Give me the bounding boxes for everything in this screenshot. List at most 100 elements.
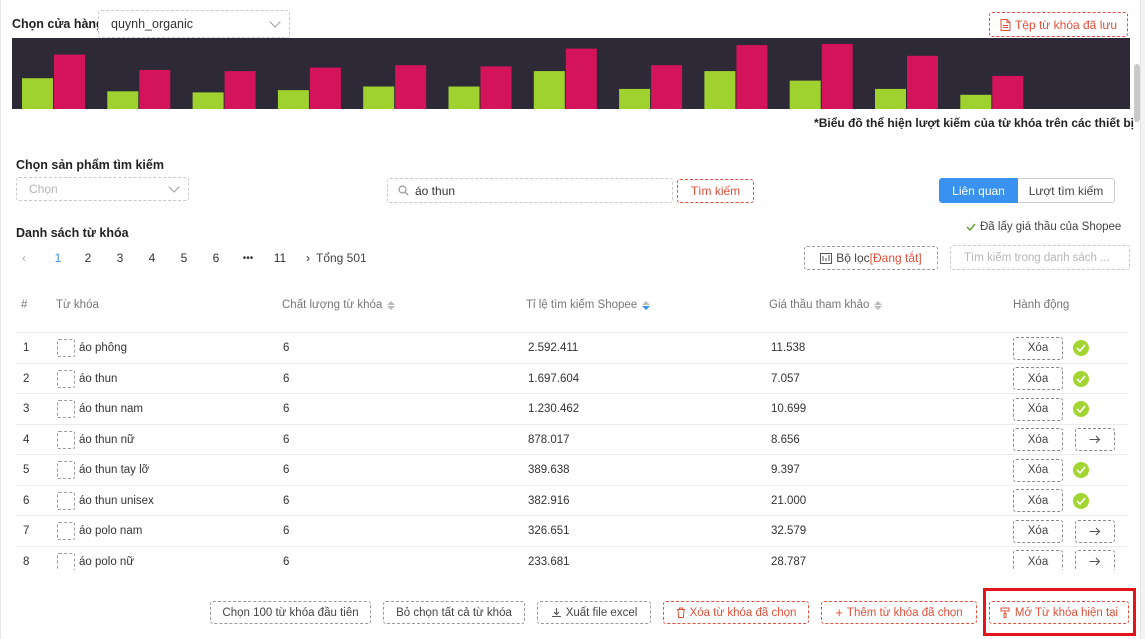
chart-bar-b-12 bbox=[992, 75, 1024, 109]
col-index-header: # bbox=[21, 299, 28, 311]
row-quality: 6 bbox=[283, 464, 290, 476]
add-selected-label: Thêm từ khóa đã chọn bbox=[846, 606, 963, 619]
delete-button[interactable]: Xóa bbox=[1013, 367, 1063, 390]
delete-button[interactable]: Xóa bbox=[1013, 397, 1063, 421]
select-first-100-button[interactable]: Chọn 100 từ khóa đầu tiên bbox=[210, 601, 371, 624]
table-row: 6 áo thun unisex 6 382.916 21.000 Xóa bbox=[16, 484, 1128, 516]
row-keyword-text: áo polo nữ bbox=[79, 555, 135, 568]
row-bid: 8.656 bbox=[771, 433, 800, 446]
mode-toggle: Liên quan Lượt tìm kiếm bbox=[939, 178, 1115, 203]
saved-keywords-button[interactable]: Tệp từ khóa đã lưu bbox=[989, 12, 1128, 37]
col-ratio-label: Tỉ lệ tìm kiếm Shopee bbox=[526, 299, 638, 311]
row-keyword: áo thun unisex bbox=[57, 486, 154, 516]
delete-button[interactable]: Xóa bbox=[1013, 550, 1063, 570]
sort-desc-icon[interactable] bbox=[642, 300, 651, 310]
open-current-keywords-label: Mở Từ khóa hiện tại bbox=[1014, 606, 1119, 619]
chart-bar-b-8 bbox=[651, 65, 683, 109]
tab-related[interactable]: Liên quan bbox=[939, 178, 1018, 203]
row-index: 3 bbox=[23, 403, 30, 415]
row-checkbox[interactable] bbox=[57, 430, 75, 449]
next-page-icon[interactable]: › bbox=[306, 251, 310, 265]
file-icon bbox=[1000, 18, 1011, 31]
col-bid-header[interactable]: Giá thầu tham khảo bbox=[769, 299, 883, 311]
store-label: Chọn cửa hàng bbox=[12, 17, 104, 31]
page-1[interactable]: 1 bbox=[54, 251, 62, 265]
scrollbar[interactable] bbox=[1134, 64, 1140, 122]
list-search-placeholder: Tìm kiếm trong danh sách ... bbox=[964, 251, 1110, 264]
row-bid: 32.579 bbox=[771, 525, 807, 537]
add-selected-button[interactable]: + Thêm từ khóa đã chọn bbox=[821, 601, 977, 624]
row-quality: 6 bbox=[283, 555, 290, 568]
delete-button[interactable]: Xóa bbox=[1013, 428, 1063, 451]
table-row: 7 áo polo nam 6 326.651 32.579 Xóa bbox=[16, 515, 1128, 546]
page-ellipsis[interactable]: ••• bbox=[242, 252, 254, 264]
row-checkbox[interactable] bbox=[57, 491, 75, 510]
row-checkbox[interactable] bbox=[57, 522, 75, 540]
arrow-right-icon bbox=[1089, 557, 1101, 566]
keyword-search-input[interactable]: áo thun bbox=[387, 178, 673, 203]
row-keyword: áo thun nam bbox=[57, 394, 143, 424]
product-search-label: Chọn sản phẩm tìm kiếm bbox=[16, 158, 164, 172]
row-ratio: 382.916 bbox=[528, 494, 570, 507]
pagination: ‹ 1 2 3 4 5 6 ••• 11 › Tổng 501 bbox=[16, 249, 367, 267]
row-index: 6 bbox=[23, 494, 30, 507]
prev-page-icon[interactable]: ‹ bbox=[22, 251, 26, 265]
deselect-all-button[interactable]: Bỏ chọn tất cả từ khóa bbox=[383, 601, 525, 624]
row-bid: 11.538 bbox=[771, 342, 806, 354]
chart-bar-b-6 bbox=[480, 66, 512, 109]
chart-bar-a-3 bbox=[192, 92, 224, 109]
row-checkbox[interactable] bbox=[57, 461, 75, 479]
delete-selected-label: Xóa từ khóa đã chọn bbox=[689, 606, 797, 619]
row-bid: 9.397 bbox=[771, 464, 800, 476]
export-excel-button[interactable]: Xuất file excel bbox=[537, 601, 651, 624]
page-6[interactable]: 6 bbox=[212, 251, 220, 265]
row-checkbox[interactable] bbox=[57, 339, 75, 357]
sort-icon[interactable] bbox=[874, 300, 883, 310]
filter-button[interactable]: Bộ lọc [Đang tắt] bbox=[804, 246, 938, 270]
col-quality-header[interactable]: Chất lượng từ khóa bbox=[282, 299, 396, 311]
product-select[interactable]: Chọn bbox=[16, 177, 189, 201]
row-keyword: áo thun nữ bbox=[57, 425, 135, 455]
row-keyword-text: áo thun bbox=[79, 372, 118, 385]
row-bid: 10.699 bbox=[771, 403, 807, 415]
download-icon bbox=[551, 608, 561, 618]
tab-search-volume[interactable]: Lượt tìm kiếm bbox=[1018, 178, 1115, 203]
row-ratio: 1.230.462 bbox=[528, 403, 580, 415]
chart-bar-a-12 bbox=[960, 94, 992, 109]
chart-bar-a-6 bbox=[448, 86, 480, 109]
col-ratio-header[interactable]: Tỉ lệ tìm kiếm Shopee bbox=[526, 299, 651, 311]
row-checkbox[interactable] bbox=[57, 552, 75, 570]
export-excel-label: Xuất file excel bbox=[565, 606, 638, 619]
page-5[interactable]: 5 bbox=[180, 251, 188, 265]
store-select[interactable]: quynh_organic bbox=[98, 10, 290, 38]
chart-bar-b-7 bbox=[565, 48, 597, 109]
highlight-box bbox=[983, 588, 1136, 636]
page-2[interactable]: 2 bbox=[84, 251, 92, 265]
delete-button[interactable]: Xóa bbox=[1013, 458, 1063, 482]
page-11[interactable]: 11 bbox=[273, 251, 287, 265]
add-keyword-button[interactable] bbox=[1075, 519, 1115, 543]
row-checkbox[interactable] bbox=[57, 369, 75, 388]
add-keyword-button[interactable] bbox=[1075, 428, 1115, 451]
device-search-chart bbox=[12, 38, 1130, 110]
store-select-value: quynh_organic bbox=[111, 17, 194, 31]
open-current-keywords-button[interactable]: Mở Từ khóa hiện tại bbox=[989, 601, 1129, 624]
list-search-input[interactable]: Tìm kiếm trong danh sách ... bbox=[950, 245, 1130, 270]
brush-icon bbox=[1000, 607, 1010, 618]
row-checkbox[interactable] bbox=[57, 400, 75, 418]
row-keyword-text: áo thun unisex bbox=[79, 494, 154, 507]
add-keyword-button[interactable] bbox=[1075, 550, 1115, 570]
search-button[interactable]: Tìm kiếm bbox=[677, 179, 754, 203]
row-actions: Xóa bbox=[1013, 486, 1089, 516]
delete-selected-button[interactable]: Xóa từ khóa đã chọn bbox=[663, 601, 809, 624]
delete-button[interactable]: Xóa bbox=[1013, 489, 1063, 512]
page-4[interactable]: 4 bbox=[148, 251, 156, 265]
delete-button[interactable]: Xóa bbox=[1013, 336, 1063, 360]
sort-icon[interactable] bbox=[387, 300, 396, 310]
page-3[interactable]: 3 bbox=[116, 251, 124, 265]
trash-icon bbox=[676, 607, 685, 618]
delete-button[interactable]: Xóa bbox=[1013, 519, 1063, 543]
row-actions: Xóa bbox=[1013, 455, 1089, 485]
check-circle-icon bbox=[1073, 340, 1089, 356]
chart-bar-b-2 bbox=[139, 69, 171, 109]
